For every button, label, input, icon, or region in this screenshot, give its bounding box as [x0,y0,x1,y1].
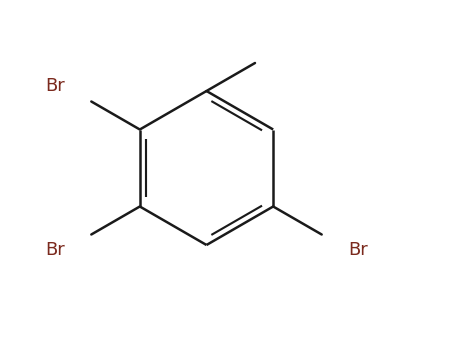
Text: Br: Br [45,241,65,259]
Text: Br: Br [349,241,368,259]
Text: Br: Br [45,77,65,95]
